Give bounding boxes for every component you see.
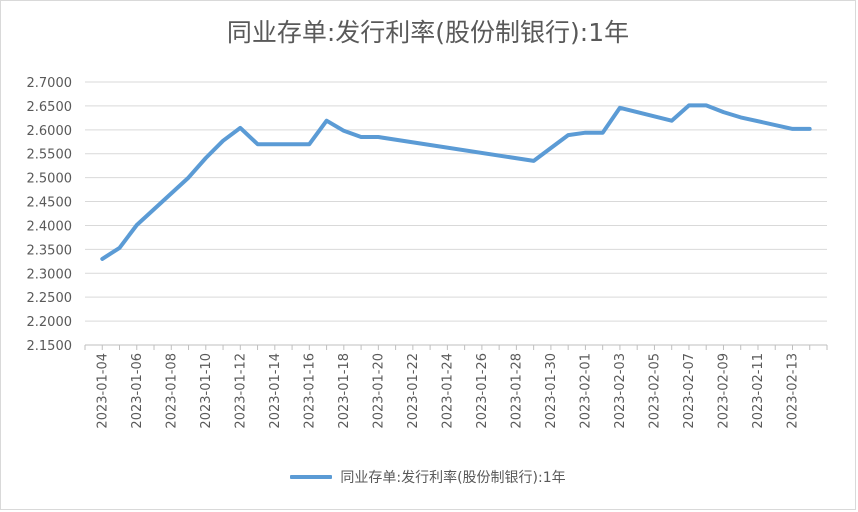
y-tick-label: 2.3000 <box>27 267 73 282</box>
x-tick-label: 2023-01-22 <box>406 353 421 429</box>
y-tick-label: 2.2000 <box>27 315 73 330</box>
x-tick-label: 2023-01-20 <box>371 353 386 429</box>
y-tick-label: 2.3500 <box>27 243 73 258</box>
x-tick-label: 2023-01-24 <box>440 353 455 429</box>
x-tick-label: 2023-02-13 <box>785 353 800 429</box>
legend: 同业存单:发行利率(股份制银行):1年 <box>1 467 855 487</box>
series-line <box>100 103 812 261</box>
y-tick-label: 2.5500 <box>27 148 73 163</box>
x-tick-label: 2023-02-01 <box>578 353 593 429</box>
x-tick-label: 2023-01-30 <box>544 353 559 429</box>
x-tick-label: 2023-01-14 <box>268 353 283 429</box>
x-tick-label: 2023-02-09 <box>716 353 731 429</box>
y-tick-label: 2.7000 <box>27 76 73 91</box>
x-tick-label: 2023-02-07 <box>682 353 697 429</box>
y-tick-label: 2.4500 <box>27 196 73 211</box>
y-axis-ticks: 2.7000 2.6500 2.6000 2.5500 2.5000 2.4500 2.40… <box>27 76 73 354</box>
chart-title: 同业存单:发行利率(股份制银行):1年 <box>226 18 630 47</box>
x-tick-label: 2023-01-10 <box>199 353 214 429</box>
x-tick-label: 2023-01-04 <box>95 353 110 429</box>
legend-swatch <box>290 475 333 479</box>
x-tick-label: 2023-02-03 <box>613 353 628 429</box>
x-tick-label: 2023-02-11 <box>751 353 766 429</box>
y-tick-label: 2.1500 <box>27 339 73 354</box>
x-tick-label: 2023-01-18 <box>337 353 352 429</box>
x-tick-label: 2023-02-05 <box>647 353 662 429</box>
x-tick-label: 2023-01-26 <box>475 353 490 429</box>
x-tick-label: 2023-01-08 <box>164 353 179 429</box>
legend-label: 同业存单:发行利率(股份制银行):1年 <box>340 470 566 486</box>
x-tick-label: 2023-01-12 <box>233 353 248 429</box>
gridlines <box>85 81 827 346</box>
series-layer <box>100 103 812 261</box>
x-tick-label: 2023-01-16 <box>302 353 317 429</box>
y-tick-label: 2.6500 <box>27 100 73 115</box>
x-tick-label: 2023-01-28 <box>509 353 524 429</box>
x-axis: 2023-01-04 2023-01-06 2023-01-08 2023-01-10… <box>84 345 828 429</box>
x-tick-label: 2023-01-06 <box>130 353 145 429</box>
y-tick-label: 2.4000 <box>27 219 73 234</box>
y-tick-label: 2.5000 <box>27 172 73 187</box>
y-tick-label: 2.6000 <box>27 124 73 139</box>
y-tick-label: 2.2500 <box>27 291 73 306</box>
